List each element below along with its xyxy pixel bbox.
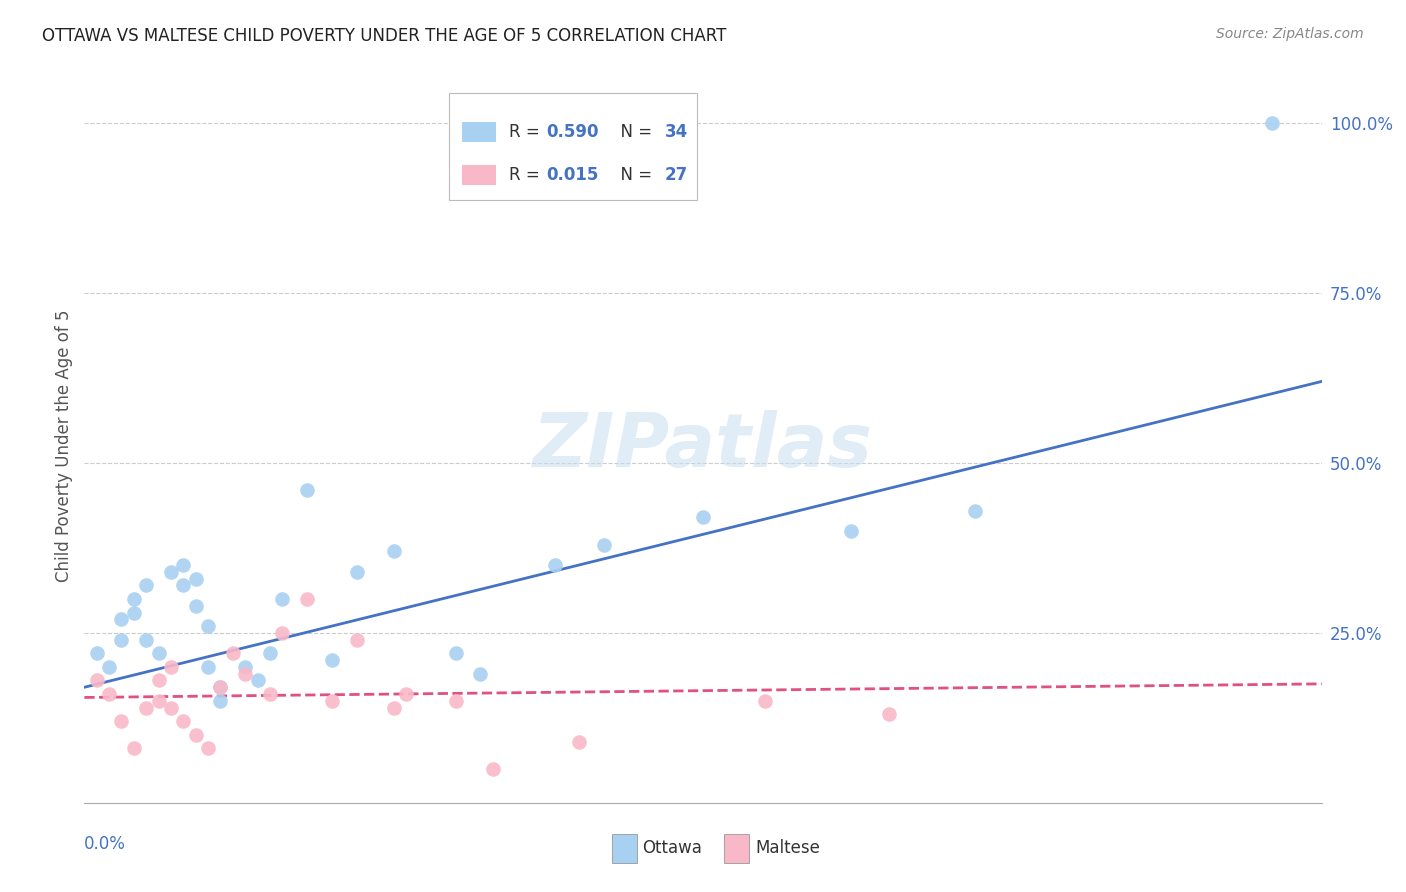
Text: 27: 27 — [665, 166, 688, 184]
Point — [295, 483, 318, 498]
Point — [877, 707, 900, 722]
Point — [197, 660, 219, 674]
Point — [444, 694, 467, 708]
Text: OTTAWA VS MALTESE CHILD POVERTY UNDER THE AGE OF 5 CORRELATION CHART: OTTAWA VS MALTESE CHILD POVERTY UNDER TH… — [42, 27, 727, 45]
Point — [172, 714, 194, 729]
Point — [346, 632, 368, 647]
Point — [233, 666, 256, 681]
Point — [135, 632, 157, 647]
Point — [233, 660, 256, 674]
Point — [481, 762, 503, 776]
Point — [965, 503, 987, 517]
Point — [160, 660, 183, 674]
Text: Ottawa: Ottawa — [643, 839, 703, 857]
Point — [593, 537, 616, 551]
Point — [395, 687, 418, 701]
Point — [148, 673, 170, 688]
Point — [754, 694, 776, 708]
Point — [382, 544, 405, 558]
Point — [184, 572, 207, 586]
Point — [271, 626, 294, 640]
Text: ZIPatlas: ZIPatlas — [533, 409, 873, 483]
Text: 0.0%: 0.0% — [84, 835, 127, 853]
Point — [86, 646, 108, 660]
Point — [122, 606, 145, 620]
Point — [209, 694, 232, 708]
Point — [110, 714, 132, 729]
Point — [135, 700, 157, 714]
Point — [148, 694, 170, 708]
Point — [172, 578, 194, 592]
Text: 0.015: 0.015 — [546, 166, 598, 184]
Point — [444, 646, 467, 660]
Point — [148, 646, 170, 660]
Point — [246, 673, 269, 688]
FancyBboxPatch shape — [450, 93, 697, 200]
Point — [184, 728, 207, 742]
Point — [98, 660, 121, 674]
Point — [86, 673, 108, 688]
Point — [222, 646, 245, 660]
Point — [382, 700, 405, 714]
Point — [271, 591, 294, 606]
Point — [122, 741, 145, 756]
Point — [184, 599, 207, 613]
Point — [259, 646, 281, 660]
Point — [346, 565, 368, 579]
Point — [543, 558, 565, 572]
Point — [209, 680, 232, 694]
FancyBboxPatch shape — [461, 165, 496, 185]
Y-axis label: Child Poverty Under the Age of 5: Child Poverty Under the Age of 5 — [55, 310, 73, 582]
Point — [160, 700, 183, 714]
Point — [135, 578, 157, 592]
Point — [122, 591, 145, 606]
Point — [568, 734, 591, 748]
Point — [259, 687, 281, 701]
Point — [110, 612, 132, 626]
Point — [197, 741, 219, 756]
Point — [98, 687, 121, 701]
Point — [160, 565, 183, 579]
Point — [110, 632, 132, 647]
Text: N =: N = — [610, 166, 658, 184]
Point — [321, 653, 343, 667]
Point — [692, 510, 714, 524]
Point — [295, 591, 318, 606]
Point — [197, 619, 219, 633]
Text: R =: R = — [509, 123, 544, 141]
FancyBboxPatch shape — [461, 122, 496, 142]
Point — [321, 694, 343, 708]
Point — [841, 524, 863, 538]
Text: 34: 34 — [665, 123, 688, 141]
Text: Maltese: Maltese — [755, 839, 820, 857]
Point — [209, 680, 232, 694]
Text: 0.590: 0.590 — [546, 123, 599, 141]
Text: N =: N = — [610, 123, 658, 141]
Point — [1261, 116, 1284, 130]
Text: Source: ZipAtlas.com: Source: ZipAtlas.com — [1216, 27, 1364, 41]
Point — [172, 558, 194, 572]
Text: R =: R = — [509, 166, 544, 184]
Point — [470, 666, 492, 681]
